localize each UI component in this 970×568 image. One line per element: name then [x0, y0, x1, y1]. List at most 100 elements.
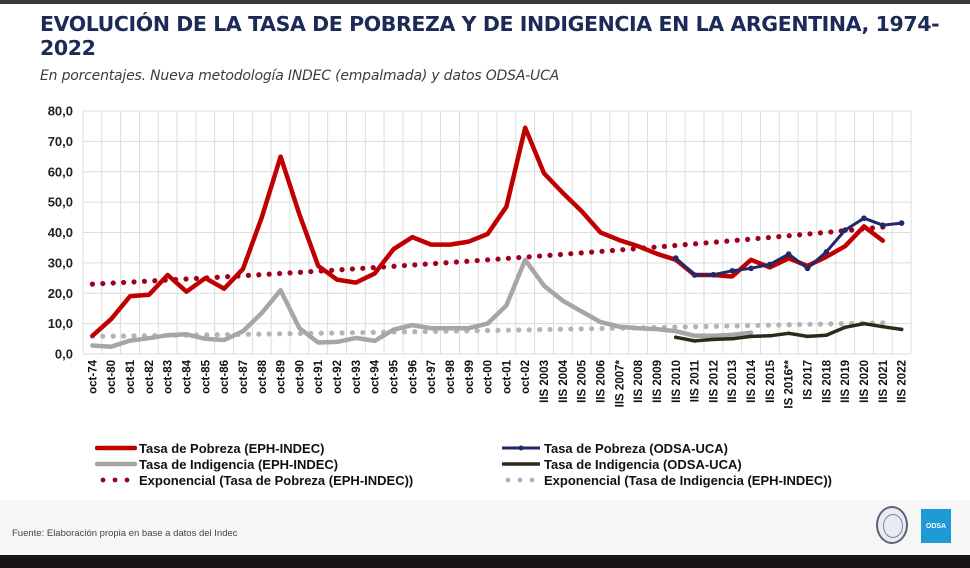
- trend-indigencia-dot: [214, 332, 220, 338]
- trend-indigencia-dot: [568, 326, 574, 332]
- trend-pobreza-dot: [214, 274, 220, 280]
- x-tick-label: IIS 2014: [746, 359, 758, 402]
- y-tick-label: 30,0: [48, 255, 73, 270]
- x-tick-label: IIS 2022: [897, 360, 909, 403]
- x-tick-label: IIS 2015: [765, 359, 777, 402]
- x-tick-label: oct-02: [520, 360, 532, 394]
- trend-pobreza-dot: [776, 234, 782, 240]
- trend-indigencia-dot: [370, 329, 376, 335]
- y-tick-label: 70,0: [48, 134, 73, 149]
- x-tick-label: oct-80: [106, 360, 118, 394]
- x-tick-label: oct-88: [257, 359, 269, 393]
- x-tick-label: oct-94: [370, 359, 382, 393]
- trend-pobreza-dot: [453, 259, 460, 265]
- series-pobreza-odsa-point: [672, 255, 679, 261]
- trend-pobreza-dot: [464, 258, 470, 264]
- y-tick-label: 80,0: [48, 104, 73, 119]
- trend-pobreza-dot: [277, 270, 283, 277]
- trend-pobreza-dot: [183, 276, 189, 282]
- y-tick-label: 20,0: [48, 286, 73, 301]
- legend-swatch-indigencia-eph: [95, 461, 137, 467]
- y-axis: 0,0 10,0 20,0 30,0 40,0 50,0 60,0 70,0 80,0: [48, 104, 73, 362]
- trend-pobreza-dot: [339, 267, 345, 273]
- trend-pobreza-dot: [474, 257, 480, 264]
- series-indigencia-odsa-point: [786, 331, 791, 336]
- trend-indigencia-dot: [287, 331, 293, 337]
- y-tick-label: 40,0: [48, 225, 73, 240]
- x-tick-label: oct-01: [501, 359, 513, 393]
- trend-indigencia-dot: [505, 327, 512, 333]
- series-indigencia-odsa-point: [673, 335, 678, 340]
- series-indigencia-odsa-point: [749, 334, 753, 339]
- trend-pobreza-dot: [765, 234, 772, 241]
- trend-pobreza-dot: [620, 247, 626, 253]
- trend-indigencia-dot: [131, 333, 137, 339]
- trend-pobreza-dot: [672, 242, 678, 249]
- trend-pobreza-dot: [121, 279, 127, 286]
- trend-pobreza-dot: [786, 233, 792, 239]
- x-tick-label: IIS 2005: [577, 359, 589, 402]
- legend-item-pobreza-odsa: Tasa de Pobreza (ODSA-UCA): [500, 440, 832, 456]
- legend-swatch-pobreza-eph: [95, 445, 137, 451]
- trend-pobreza-dot: [412, 262, 418, 268]
- trend-pobreza-dot: [329, 267, 335, 273]
- x-tick-label: oct-95: [389, 359, 401, 393]
- legend-left: Tasa de Pobreza (EPH-INDEC) Tasa de Indi…: [95, 440, 413, 488]
- legend-label: Tasa de Pobreza (ODSA-UCA): [544, 440, 728, 456]
- series-indigencia-odsa-point: [692, 339, 697, 343]
- legend-swatch-trend-indigencia: [505, 477, 535, 483]
- trend-pobreza-dot: [287, 270, 293, 276]
- trend-indigencia-dot: [474, 328, 480, 334]
- trend-indigencia-dot: [765, 322, 772, 328]
- series-pobreza-odsa-point: [823, 249, 830, 255]
- series-pobreza-odsa-point: [748, 265, 754, 272]
- x-tick-label: IIS 2018: [821, 359, 833, 402]
- trend-pobreza-dot: [100, 280, 106, 287]
- y-tick-label: 0,0: [55, 347, 73, 362]
- chart-grid: [82, 110, 912, 355]
- trend-pobreza-dot: [557, 251, 564, 258]
- trend-indigencia-dot: [329, 330, 335, 336]
- trend-indigencia-dot: [682, 324, 688, 330]
- footer: Fuente: Elaboración propia en base a dat…: [0, 500, 970, 555]
- x-tick-label: oct-00: [483, 360, 495, 394]
- series-indigencia-eph: [90, 257, 754, 349]
- x-tick-label: IIS 2006: [596, 360, 608, 403]
- legend-label: Exponencial (Tasa de Indigencia (EPH-IND…: [544, 472, 832, 488]
- trend-pobreza-dot: [703, 240, 709, 246]
- trend-pobreza-dot: [370, 265, 376, 271]
- trend-indigencia-dot: [838, 321, 844, 327]
- x-tick-label: oct-83: [163, 360, 175, 394]
- x-tick-label: IIS 2020: [859, 360, 871, 403]
- x-tick-label: IIS 2010: [671, 360, 683, 403]
- trend-pobreza-dot: [547, 252, 553, 258]
- page-title: EVOLUCIÓN DE LA TASA DE POBREZA Y DE IND…: [40, 12, 940, 60]
- series-pobreza-odsa-point: [767, 261, 773, 268]
- x-tick-label: oct-81: [125, 359, 137, 393]
- x-tick-label: oct-97: [426, 360, 438, 394]
- trend-indigencia-dot: [526, 327, 532, 333]
- trend-pobreza-dot: [443, 260, 449, 266]
- trend-pobreza-dot: [568, 251, 574, 257]
- y-tick-label: 10,0: [48, 316, 73, 331]
- series-indigencia-odsa-point: [768, 333, 772, 338]
- series-indigencia-odsa-point: [880, 324, 885, 329]
- trend-indigencia-dot: [693, 324, 699, 330]
- series-pobreza-odsa-point: [785, 251, 792, 257]
- trend-pobreza-dot: [745, 236, 751, 242]
- x-tick-label: IIS 2003: [539, 360, 551, 403]
- trend-indigencia-dot: [703, 323, 709, 330]
- trend-indigencia-dot: [557, 326, 564, 332]
- series-pobreza-odsa-point: [710, 271, 717, 278]
- series-indigencia-odsa-point: [711, 337, 716, 342]
- x-tick-label: oct-91: [313, 359, 325, 393]
- x-tick-label: oct-82: [144, 360, 156, 394]
- x-tick-label: oct-90: [294, 360, 306, 394]
- trend-pobreza-dot: [849, 227, 855, 233]
- trend-indigencia-dot: [401, 329, 408, 335]
- trend-pobreza-dot: [755, 235, 761, 242]
- trend-pobreza-dot: [89, 281, 96, 287]
- trend-indigencia-dot: [277, 331, 283, 337]
- x-tick-label: oct-87: [238, 360, 250, 394]
- trend-pobreza-dot: [110, 280, 116, 286]
